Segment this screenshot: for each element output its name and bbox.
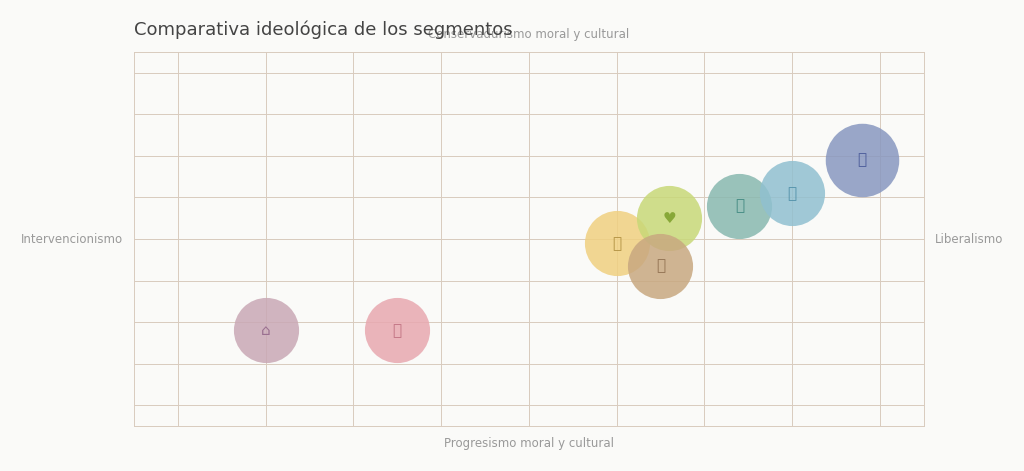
Text: 🧘: 🧘 [787, 186, 797, 201]
Point [854, 156, 870, 164]
Point [257, 327, 273, 334]
Point [608, 239, 625, 247]
Point [784, 189, 801, 197]
Point [389, 327, 406, 334]
Point [662, 214, 678, 222]
Text: Progresismo moral y cultural: Progresismo moral y cultural [443, 437, 613, 450]
Text: ♥: ♥ [663, 211, 676, 226]
Point [652, 262, 669, 270]
Text: 🔋: 🔋 [656, 259, 665, 274]
Text: ⌂: ⌂ [261, 323, 270, 338]
Point [731, 202, 748, 210]
Text: Conservadurismo moral y cultural: Conservadurismo moral y cultural [428, 28, 630, 41]
Text: 🎧: 🎧 [612, 236, 622, 251]
Text: 🚲: 🚲 [393, 323, 401, 338]
Text: Intervencionismo: Intervencionismo [20, 233, 123, 245]
Text: Ⓢ: Ⓢ [735, 198, 744, 213]
Text: Comparativa ideológica de los segmentos: Comparativa ideológica de los segmentos [134, 21, 513, 40]
Text: Liberalismo: Liberalismo [935, 233, 1004, 245]
Text: 🛡: 🛡 [858, 153, 867, 168]
